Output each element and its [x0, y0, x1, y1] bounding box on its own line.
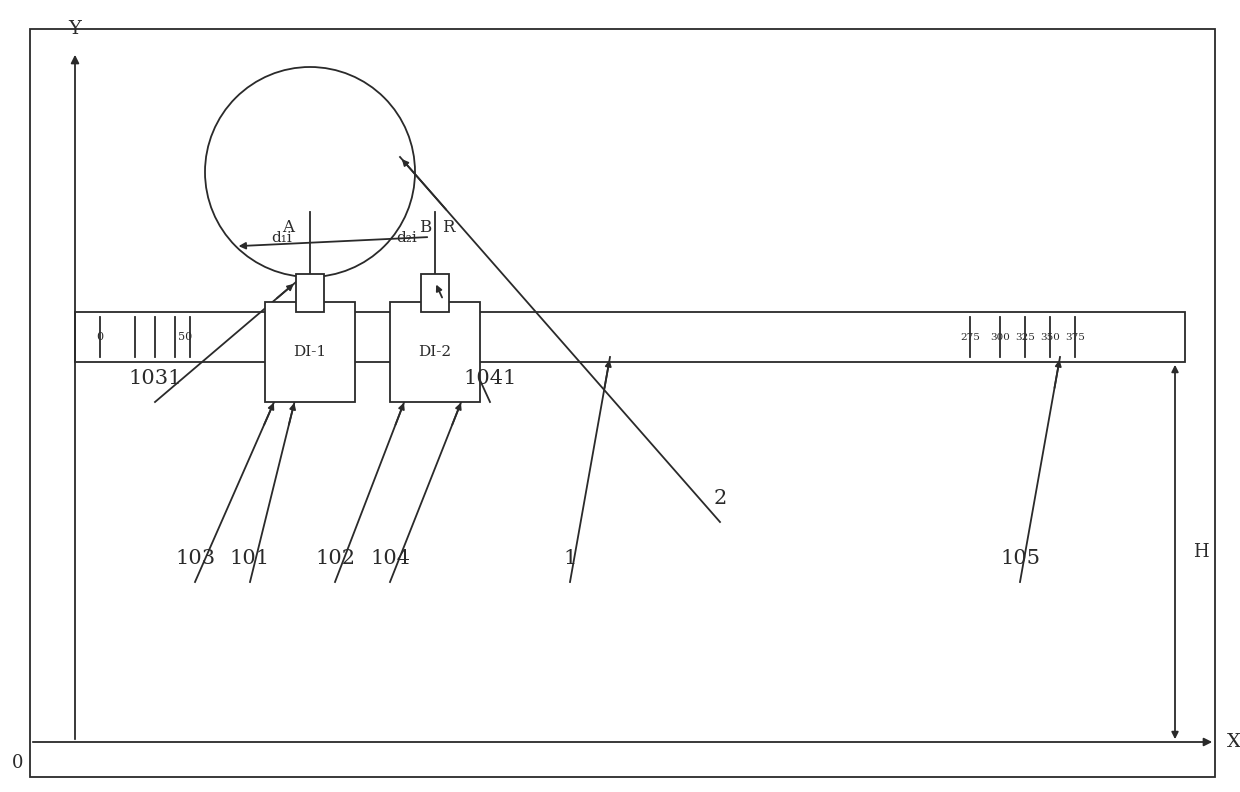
- Text: 101: 101: [229, 549, 270, 568]
- Text: 2: 2: [713, 489, 727, 508]
- Text: d₁i: d₁i: [272, 231, 293, 245]
- Bar: [74, 312, 1185, 362]
- Text: R: R: [441, 219, 455, 235]
- Text: 0: 0: [97, 332, 104, 342]
- Bar: [296, 274, 324, 312]
- Text: B: B: [419, 219, 432, 235]
- Text: 1031: 1031: [128, 369, 182, 388]
- Text: 275: 275: [960, 333, 980, 341]
- Text: 350: 350: [1040, 333, 1060, 341]
- Text: Y: Y: [68, 20, 82, 38]
- Text: 102: 102: [315, 549, 355, 568]
- Text: 300: 300: [990, 333, 1009, 341]
- Text: DI-1: DI-1: [294, 345, 326, 359]
- Bar: [265, 302, 355, 402]
- Text: 1041: 1041: [464, 369, 517, 388]
- Text: d₂i: d₂i: [397, 231, 418, 245]
- Text: 375: 375: [1065, 333, 1085, 341]
- Text: 0: 0: [12, 754, 24, 772]
- Text: 104: 104: [370, 549, 410, 568]
- Text: DI-2: DI-2: [418, 345, 451, 359]
- Text: 103: 103: [175, 549, 215, 568]
- Text: A: A: [281, 219, 294, 235]
- Text: 325: 325: [1016, 333, 1035, 341]
- Text: 50: 50: [177, 332, 192, 342]
- Bar: [422, 274, 449, 312]
- Bar: [391, 302, 480, 402]
- Text: 105: 105: [999, 549, 1040, 568]
- Text: X: X: [1228, 733, 1240, 751]
- Text: 1: 1: [563, 549, 577, 568]
- Text: H: H: [1193, 543, 1209, 561]
